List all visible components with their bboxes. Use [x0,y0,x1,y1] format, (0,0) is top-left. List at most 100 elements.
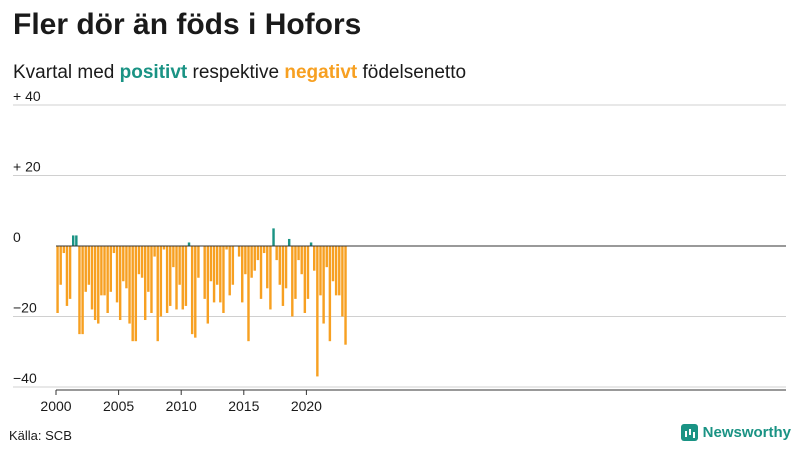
bar [62,246,66,254]
bar [325,246,328,268]
subtitle-text-mid: respektive [187,62,285,83]
bar [137,246,141,275]
bar [87,246,91,285]
bar [97,246,100,324]
bar [112,246,116,254]
bar [153,246,156,257]
bar [93,246,97,321]
x-tick-label: 2020 [291,398,322,414]
bar [184,246,188,306]
bar [269,246,272,310]
bar [203,246,206,299]
bar [297,246,300,261]
bar [225,246,228,250]
bar [84,246,87,292]
bar [344,246,347,345]
bar [128,246,131,324]
bar [215,246,219,285]
chart-subtitle: Kvartal med positivt respektive negativt… [13,62,466,84]
x-tick-label: 2005 [103,398,134,414]
bar [278,246,282,285]
bar [165,246,169,313]
bar [172,246,175,268]
bar [134,246,138,342]
bar [228,246,231,296]
bar [272,228,275,247]
bar [316,246,319,377]
bar [250,246,253,278]
bar [169,246,172,306]
bar [300,246,303,275]
bar [68,246,72,299]
bar [303,246,307,313]
bar [294,246,297,299]
subtitle-text-pre: Kvartal med [13,62,120,83]
bar [143,246,147,321]
bar [118,246,122,321]
bar [181,246,184,310]
bar [306,246,310,299]
bar [194,246,197,338]
bar [331,246,335,282]
bar [115,246,119,303]
bar [219,246,222,303]
bar [319,246,322,296]
bar [281,246,285,306]
bar [72,235,75,246]
bars [56,228,347,377]
axes [55,245,786,395]
bar [262,246,266,254]
bar [247,246,250,342]
bar [187,242,191,246]
bar [309,242,313,246]
bar [140,246,144,278]
bar [231,246,235,285]
bar [313,246,316,271]
bar [125,246,128,289]
bar [256,246,260,261]
x-tick-label: 2010 [166,398,197,414]
y-tick-label: + 40 [13,88,41,104]
bar [322,246,325,324]
bar [162,246,166,250]
y-tick-label: −20 [13,300,37,316]
bar [175,246,178,310]
y-tick-label: 0 [13,229,21,245]
y-tick-label: + 20 [13,159,41,175]
bar [253,246,256,271]
bar [209,246,213,282]
bar [103,246,106,296]
bar [131,246,134,342]
bar [90,246,94,310]
bar [259,246,263,299]
bar [147,246,150,292]
bar [150,246,153,313]
bar [275,246,278,261]
bar [65,246,69,306]
chart-logo-icon [680,424,698,441]
bar [190,246,194,335]
bar [178,246,181,285]
bar [197,246,200,278]
bar [59,246,62,285]
grid-lines [13,104,786,388]
bar [284,246,288,289]
bar [287,238,291,246]
bar [122,246,125,282]
bar [100,246,103,296]
bar [78,246,81,335]
x-tick-label: 2015 [228,398,259,414]
brand-logo: Newsworthy [680,424,791,441]
bar [56,246,59,313]
bar [244,246,247,275]
bar [241,246,244,303]
subtitle-negative-label: negativt [284,62,358,83]
y-tick-label: −40 [13,370,37,386]
subtitle-positive-label: positivt [119,62,188,83]
bar [156,246,159,342]
bar [106,246,109,313]
bar [338,246,341,296]
bar [291,246,294,317]
bar [81,246,84,335]
